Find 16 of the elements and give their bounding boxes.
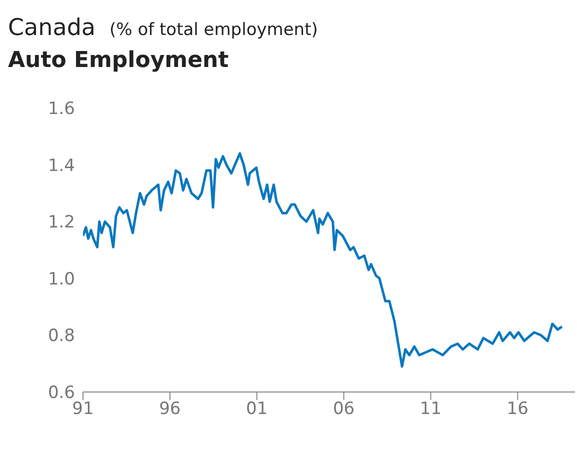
- y-tick-label: 1.2: [48, 212, 75, 233]
- y-tick-label: 1.0: [48, 269, 75, 290]
- x-tick-label: 01: [246, 399, 268, 420]
- x-tick-label: 16: [506, 399, 528, 420]
- chart-title: Auto Employment: [8, 48, 230, 73]
- x-tick-label: 96: [159, 399, 181, 420]
- y-tick-label: 0.8: [48, 326, 75, 346]
- y-tick-label: 0.6: [48, 383, 75, 404]
- y-tick-label: 1.6: [48, 99, 75, 120]
- x-tick-label: 06: [332, 399, 355, 420]
- chart-subtitle: Canada: [8, 15, 96, 41]
- y-tick-label: 1.4: [48, 156, 75, 176]
- x-tick-label: 11: [420, 399, 442, 420]
- x-tick-label: 91: [72, 399, 94, 420]
- line-series: [83, 152, 564, 368]
- y-axis-title: (% of total employment): [110, 20, 318, 40]
